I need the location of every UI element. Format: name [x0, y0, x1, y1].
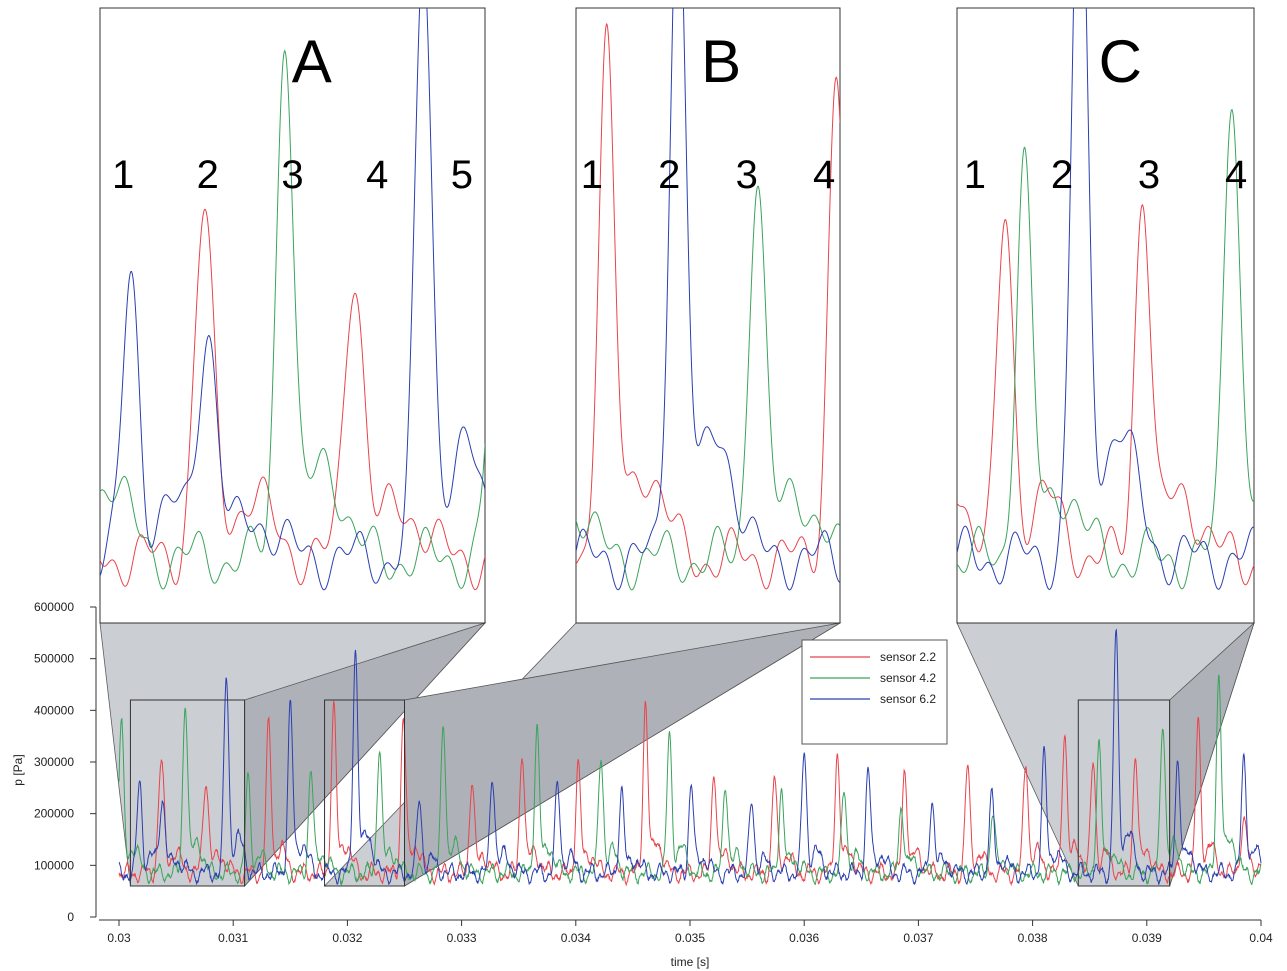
zoom-box-a [129, 699, 246, 887]
inset-peak-number: 3 [281, 153, 303, 197]
legend-label: sensor 4.2 [880, 671, 936, 685]
inset-peak-number: 4 [813, 153, 835, 197]
inset-series-line [576, 185, 840, 591]
inset-label: C [1099, 28, 1142, 95]
y-tick-label: 500000 [34, 652, 74, 666]
x-tick-label: 0.035 [675, 931, 705, 945]
inset-series-line [576, 8, 840, 591]
inset-series-line [100, 208, 485, 591]
x-tick-label: 0.038 [1018, 931, 1048, 945]
inset-peak-number: 3 [736, 153, 758, 197]
inset-peak-number: 3 [1138, 153, 1160, 197]
zoom-boxes [129, 699, 1171, 887]
y-tick-label: 300000 [34, 755, 74, 769]
inset-lines [957, 8, 1254, 590]
inset-frame [956, 7, 1255, 624]
inset-peak-number: 1 [964, 153, 986, 197]
inset-peak-number: 4 [1225, 153, 1247, 197]
inset-series-line [957, 8, 1254, 590]
zoom-box-b [324, 699, 405, 887]
y-tick-label: 100000 [34, 858, 74, 872]
x-tick-label: 0.033 [447, 931, 477, 945]
inset-series-line [576, 22, 840, 590]
inset-peak-number: 2 [658, 153, 680, 197]
main-plot-lines [118, 628, 1262, 887]
x-tick-label: 0.04 [1249, 931, 1273, 945]
series-line-sensor-2-2 [118, 699, 1262, 887]
x-axis-title: time [s] [671, 955, 710, 969]
insets: A 1 2 3 4 5 B 1 2 3 4 C 1 2 3 4 [99, 7, 1255, 624]
y-tick-label: 200000 [34, 807, 74, 821]
inset-peak-number: 2 [1051, 153, 1073, 197]
series-line-sensor-6-2 [118, 628, 1262, 886]
inset-frame [99, 7, 486, 624]
x-tick-label: 0.039 [1132, 931, 1162, 945]
inset-series-line [100, 8, 485, 591]
inset-b: B 1 2 3 4 [575, 7, 841, 624]
inset-c: C 1 2 3 4 [956, 7, 1255, 624]
inset-peak-number: 5 [451, 153, 473, 197]
inset-lines [100, 8, 485, 591]
legend: sensor 2.2 sensor 4.2 sensor 6.2 [801, 639, 948, 745]
x-tick-label: 0.034 [561, 931, 591, 945]
zoom-box-c [1077, 699, 1171, 887]
zoom-wedge-side-b [404, 622, 841, 887]
inset-label: B [701, 28, 741, 95]
inset-series-line [957, 203, 1254, 586]
inset-series-line [957, 108, 1254, 590]
inset-peak-number: 1 [581, 153, 603, 197]
x-tick-label: 0.03 [107, 931, 131, 945]
inset-a: A 1 2 3 4 5 [99, 7, 486, 624]
x-tick-label: 0.037 [903, 931, 933, 945]
zoom-wedges [99, 621, 1255, 888]
y-tick-label: 600000 [34, 600, 74, 614]
y-tick-label: 400000 [34, 703, 74, 717]
x-tick-label: 0.036 [789, 931, 819, 945]
y-axis-title: p [Pa] [11, 754, 25, 785]
inset-frame [575, 7, 841, 624]
x-tick-label: 0.032 [332, 931, 362, 945]
x-tick-label: 0.031 [218, 931, 248, 945]
legend-label: sensor 2.2 [880, 650, 936, 664]
axes: 0 100000 200000 300000 400000 500000 600000 0.0… [11, 600, 1273, 969]
inset-series-line [100, 49, 485, 590]
inset-label: A [292, 28, 332, 95]
inset-peak-number: 4 [366, 153, 388, 197]
y-tick-label: 0 [67, 910, 74, 924]
inset-peak-number: 2 [197, 153, 219, 197]
inset-lines [576, 8, 840, 591]
inset-peak-number: 1 [112, 153, 134, 197]
legend-label: sensor 6.2 [880, 692, 936, 706]
series-line-sensor-4-2 [118, 674, 1262, 887]
